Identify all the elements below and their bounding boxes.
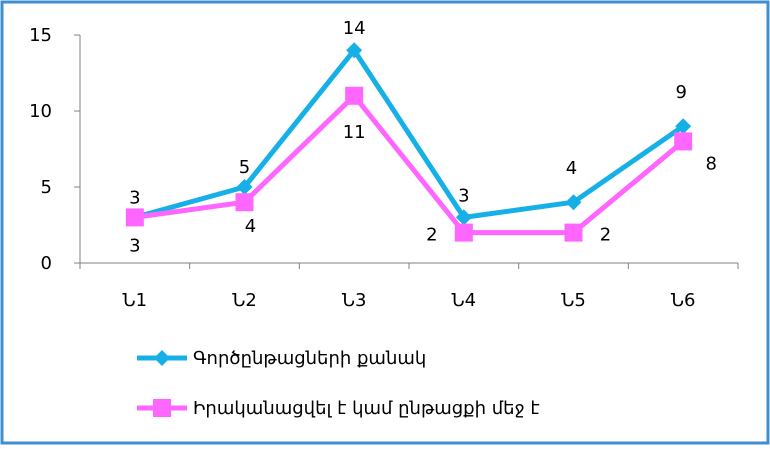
y-tick-label: 15	[29, 25, 52, 46]
legend-label-series-1: Գործընթացների քանակ	[193, 348, 426, 369]
x-tick-label: Ն5	[561, 290, 586, 311]
data-point-square	[153, 399, 171, 417]
y-tick-label: 0	[41, 253, 52, 274]
axes: 0 5 10 15 Ն1 Ն2 Ն3 Ն4 Ն5 Ն6	[29, 25, 739, 311]
data-point-square	[674, 132, 693, 151]
data-point-square	[235, 193, 254, 212]
legend: Գործընթացների քանակ Իրականացվել է կամ ընթ…	[137, 348, 540, 419]
data-label-series-2: 11	[343, 122, 366, 143]
x-tick-label: Ն2	[232, 290, 257, 311]
data-label-series-2: 2	[426, 225, 437, 246]
data-label-series-1: 5	[239, 157, 250, 178]
data-label-series-1: 3	[129, 187, 140, 208]
series-group	[125, 42, 693, 242]
data-label-series-2: 3	[129, 235, 140, 256]
x-tick-label: Ն4	[452, 290, 477, 311]
data-point-square	[125, 208, 144, 227]
y-tick-label: 10	[29, 101, 52, 122]
data-point-square	[564, 223, 583, 242]
data-label-series-2: 2	[600, 225, 611, 246]
data-labels: 3 5 14 3 4 9 3 4 11 2 2 8	[129, 18, 717, 256]
data-label-series-1: 9	[675, 82, 686, 103]
data-point-square	[345, 86, 364, 105]
series-line-2	[134, 93, 685, 236]
data-point-diamond	[565, 194, 582, 211]
data-label-series-2: 4	[245, 216, 256, 237]
data-label-series-1: 14	[343, 18, 366, 39]
data-point-diamond	[236, 179, 253, 195]
x-tick-label: Ն6	[671, 290, 696, 311]
data-point-diamond	[154, 350, 170, 366]
x-tick-label: Ն1	[123, 290, 148, 311]
data-label-series-1: 3	[458, 185, 469, 206]
data-point-square	[454, 223, 473, 242]
y-tick-label: 5	[41, 177, 52, 198]
data-label-series-2: 8	[705, 153, 716, 174]
data-label-series-1: 4	[566, 158, 577, 179]
x-tick-label: Ն3	[342, 290, 367, 311]
data-point-diamond	[455, 209, 472, 226]
series-line-1	[134, 47, 685, 220]
data-point-diamond	[675, 118, 692, 135]
data-point-diamond	[346, 42, 363, 59]
legend-label-series-2: Իրականացվել է կամ ընթացքի մեջ է	[193, 398, 540, 419]
